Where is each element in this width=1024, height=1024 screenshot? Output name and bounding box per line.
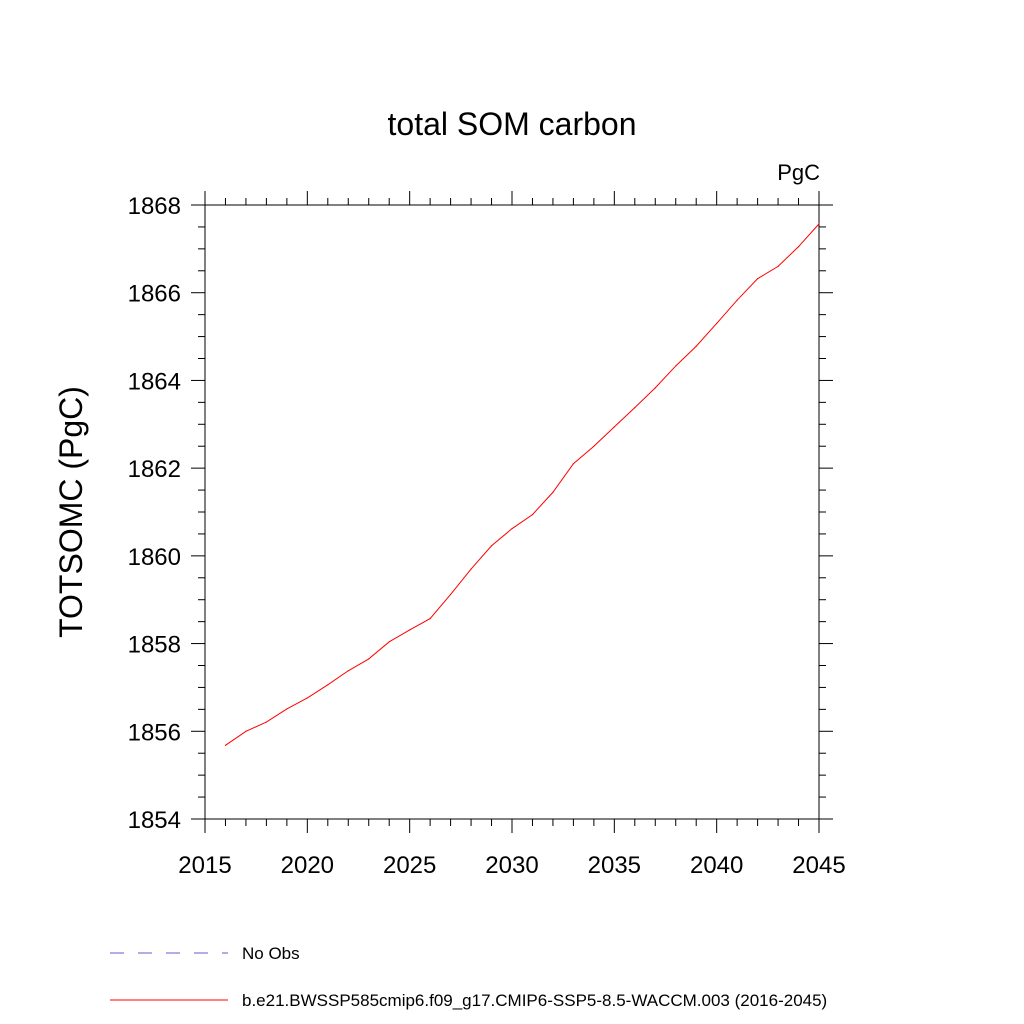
data-point bbox=[347, 670, 349, 672]
data-point bbox=[572, 463, 575, 465]
plot-frame bbox=[204, 204, 820, 820]
data-point bbox=[593, 445, 595, 447]
x-tick-label: 2025 bbox=[383, 852, 436, 879]
x-tick-label: 2020 bbox=[281, 852, 334, 879]
data-point bbox=[716, 322, 718, 325]
x-tick-label: 2030 bbox=[485, 852, 538, 879]
data-point bbox=[224, 744, 227, 746]
y-tick-label: 1864 bbox=[128, 368, 181, 395]
x-tick-label: 2040 bbox=[690, 852, 743, 879]
x-tick-label: 2045 bbox=[792, 852, 845, 879]
y-tick-label: 1862 bbox=[128, 456, 181, 483]
y-tick-label: 1866 bbox=[128, 281, 181, 308]
y-tick-label: 1860 bbox=[128, 544, 181, 571]
data-point bbox=[306, 697, 308, 699]
axis-ticks: 2015 2020 2025 2030 2035 2040 2045 1854 1856 1858… bbox=[128, 191, 846, 879]
data-point bbox=[368, 658, 370, 660]
legend-label-no-obs: No Obs bbox=[242, 944, 300, 963]
data-point bbox=[818, 223, 820, 225]
data-point bbox=[613, 426, 615, 428]
y-tick-label: 1856 bbox=[128, 719, 181, 746]
data-point bbox=[552, 491, 554, 493]
data-point bbox=[757, 278, 759, 280]
data-point bbox=[675, 365, 677, 367]
x-tick-label: 2035 bbox=[588, 852, 641, 879]
data-point bbox=[695, 345, 697, 347]
x-tick-label: 2015 bbox=[178, 852, 231, 879]
y-axis-label: TOTSOMC (PgC) bbox=[53, 386, 89, 638]
data-point bbox=[736, 299, 738, 301]
data-point bbox=[409, 629, 411, 631]
data-point bbox=[490, 545, 493, 547]
data-point bbox=[634, 407, 636, 409]
data-point bbox=[388, 641, 390, 643]
units-label: PgC bbox=[777, 160, 820, 185]
series-line-0 bbox=[225, 223, 820, 746]
legend: No Obs b.e21.BWSSP585cmip6.f09_g17.CMIP6… bbox=[110, 944, 827, 1010]
legend-label-model: b.e21.BWSSP585cmip6.f09_g17.CMIP6-SSP5-8… bbox=[242, 991, 827, 1010]
data-point bbox=[654, 387, 656, 389]
data-point bbox=[450, 593, 452, 596]
data-point bbox=[286, 708, 288, 710]
chart-title: total SOM carbon bbox=[388, 106, 637, 142]
data-point bbox=[797, 246, 800, 248]
data-point bbox=[265, 721, 267, 723]
data-point bbox=[531, 514, 534, 516]
data-point bbox=[511, 528, 513, 530]
data-point bbox=[777, 265, 779, 267]
y-tick-label: 1858 bbox=[128, 632, 181, 659]
y-tick-label: 1868 bbox=[128, 193, 181, 220]
data-point bbox=[327, 684, 329, 686]
y-tick-label: 1854 bbox=[128, 807, 181, 834]
data-point bbox=[245, 730, 247, 732]
data-point bbox=[429, 617, 431, 620]
data-point bbox=[470, 568, 472, 570]
series-layer bbox=[224, 223, 820, 746]
